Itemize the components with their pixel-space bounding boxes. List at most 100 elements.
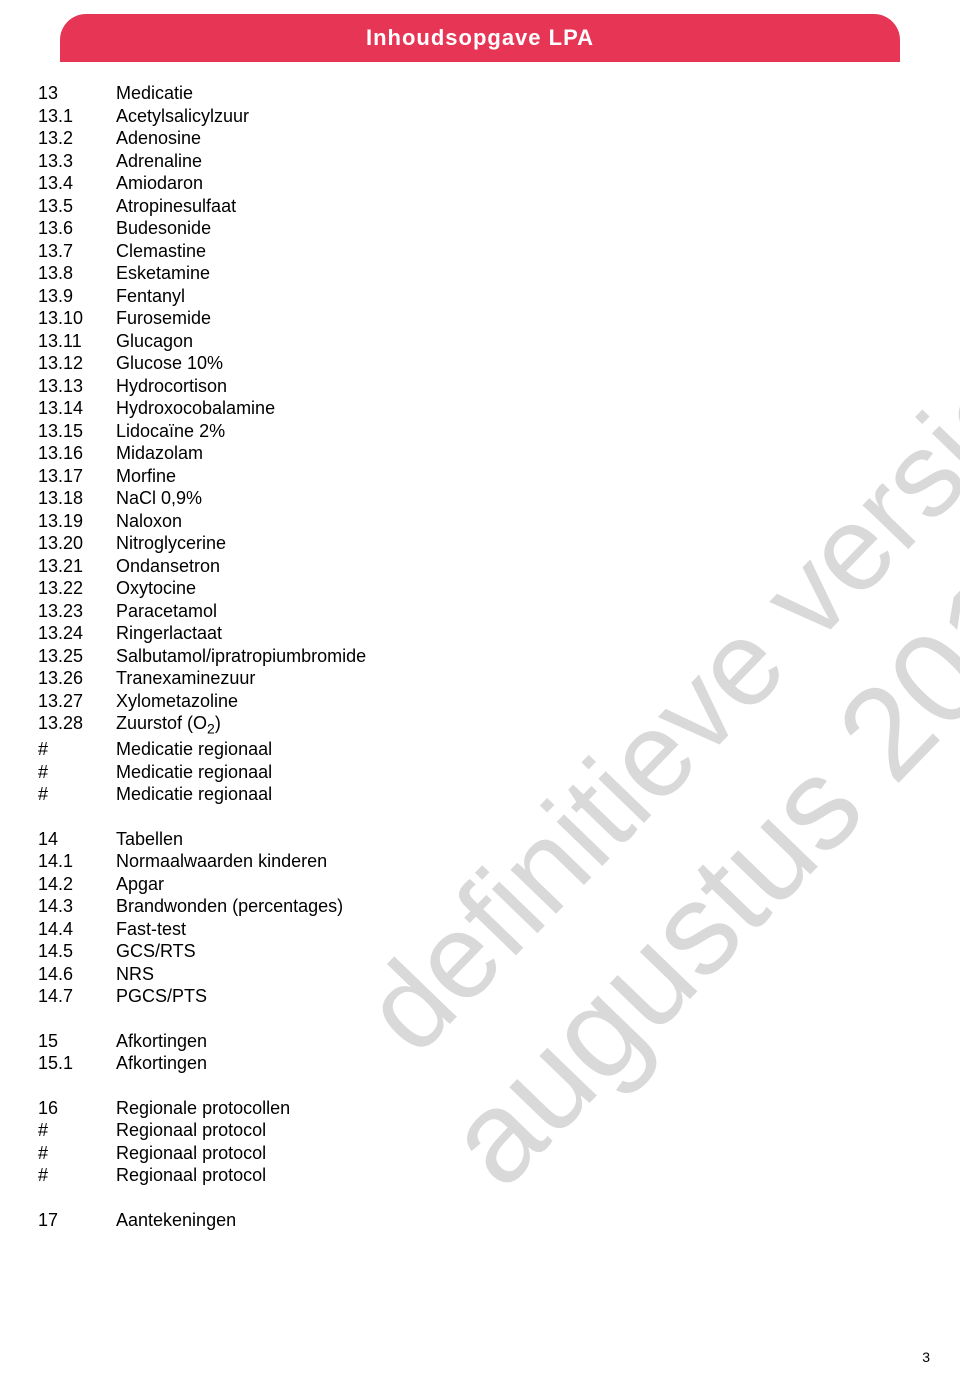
toc-label-subscript: 2 (207, 721, 215, 737)
toc-row: 16Regionale protocollen (38, 1097, 366, 1120)
toc-row: 15.1Afkortingen (38, 1052, 366, 1075)
toc-label: Hydrocortison (116, 376, 227, 396)
toc-label: Zuurstof (O (116, 713, 207, 733)
toc-label: Medicatie (116, 83, 193, 103)
toc-label: Glucose 10% (116, 353, 223, 373)
section-gap (38, 1075, 366, 1097)
toc-row: 13.12Glucose 10% (38, 352, 366, 375)
toc-row: #Medicatie regionaal (38, 738, 366, 761)
toc-row: #Medicatie regionaal (38, 783, 366, 806)
toc-number: # (38, 1164, 116, 1187)
toc-row: 13.26Tranexaminezuur (38, 667, 366, 690)
toc-number: 13.25 (38, 645, 116, 668)
toc-label: Adrenaline (116, 151, 202, 171)
toc-number: 14.6 (38, 963, 116, 986)
toc-row: 13.8Esketamine (38, 262, 366, 285)
toc-number: 13.6 (38, 217, 116, 240)
section-gap (38, 1187, 366, 1209)
toc-row: 13Medicatie (38, 82, 366, 105)
toc-row: 13.14Hydroxocobalamine (38, 397, 366, 420)
toc-number: 14.3 (38, 895, 116, 918)
toc-label: Fentanyl (116, 286, 185, 306)
toc-number: 13.13 (38, 375, 116, 398)
toc-row: #Regionaal protocol (38, 1119, 366, 1142)
toc-label: Nitroglycerine (116, 533, 226, 553)
toc-label: Medicatie regionaal (116, 762, 272, 782)
toc-row: 13.5Atropinesulfaat (38, 195, 366, 218)
toc-label: Regionaal protocol (116, 1120, 266, 1140)
toc-number: 13.9 (38, 285, 116, 308)
toc-label: Tabellen (116, 829, 183, 849)
toc-row: #Regionaal protocol (38, 1142, 366, 1165)
toc-row: 14.7PGCS/PTS (38, 985, 366, 1008)
toc-row: 13.22Oxytocine (38, 577, 366, 600)
toc-label: Medicatie regionaal (116, 739, 272, 759)
toc-label: Hydroxocobalamine (116, 398, 275, 418)
toc-label: Regionaal protocol (116, 1165, 266, 1185)
toc-label: Ringerlactaat (116, 623, 222, 643)
toc-row: 13.3Adrenaline (38, 150, 366, 173)
toc-number: 14.4 (38, 918, 116, 941)
toc-number: 13.27 (38, 690, 116, 713)
toc-row: 13.9Fentanyl (38, 285, 366, 308)
toc-label: Oxytocine (116, 578, 196, 598)
toc-label: Paracetamol (116, 601, 217, 621)
toc-row: 13.1Acetylsalicylzuur (38, 105, 366, 128)
toc-label: Midazolam (116, 443, 203, 463)
toc-row: 13.16Midazolam (38, 442, 366, 465)
toc-number: # (38, 738, 116, 761)
toc-number: 13.16 (38, 442, 116, 465)
toc-number: 13.26 (38, 667, 116, 690)
toc-number: 14.1 (38, 850, 116, 873)
toc-label: Lidocaïne 2% (116, 421, 225, 441)
toc-label: Brandwonden (percentages) (116, 896, 343, 916)
toc-label: Esketamine (116, 263, 210, 283)
toc-label: Regionaal protocol (116, 1143, 266, 1163)
toc-row: 13.2Adenosine (38, 127, 366, 150)
toc-number: 13.28 (38, 712, 116, 735)
toc-number: 13.3 (38, 150, 116, 173)
toc-label: Aantekeningen (116, 1210, 236, 1230)
toc-row: 14Tabellen (38, 828, 366, 851)
toc-label: Salbutamol/ipratropiumbromide (116, 646, 366, 666)
toc-label: NaCl 0,9% (116, 488, 202, 508)
toc-label: Glucagon (116, 331, 193, 351)
toc-row: 13.21Ondansetron (38, 555, 366, 578)
toc-label: Budesonide (116, 218, 211, 238)
toc-number: 13.1 (38, 105, 116, 128)
toc-number: 14.2 (38, 873, 116, 896)
toc-number: 15 (38, 1030, 116, 1053)
toc-row: 13.4Amiodaron (38, 172, 366, 195)
toc-number: 13.15 (38, 420, 116, 443)
toc-label: Amiodaron (116, 173, 203, 193)
toc-label: Apgar (116, 874, 164, 894)
section-gap (38, 1008, 366, 1030)
toc-row: 13.23Paracetamol (38, 600, 366, 623)
toc-number: 13.24 (38, 622, 116, 645)
toc-number: 13.7 (38, 240, 116, 263)
toc-row: 14.1Normaalwaarden kinderen (38, 850, 366, 873)
toc-label: Afkortingen (116, 1031, 207, 1051)
toc-label: Adenosine (116, 128, 201, 148)
toc-row: 13.13Hydrocortison (38, 375, 366, 398)
toc-row: 13.11Glucagon (38, 330, 366, 353)
toc-number: 13.19 (38, 510, 116, 533)
toc-row: 13.6Budesonide (38, 217, 366, 240)
toc-number: 13.4 (38, 172, 116, 195)
toc-number: 15.1 (38, 1052, 116, 1075)
toc-number: 13.10 (38, 307, 116, 330)
toc-row: 15Afkortingen (38, 1030, 366, 1053)
toc-content: 13Medicatie13.1Acetylsalicylzuur13.2Aden… (38, 82, 366, 1231)
toc-row: 14.3Brandwonden (percentages) (38, 895, 366, 918)
toc-row: #Regionaal protocol (38, 1164, 366, 1187)
toc-number: 14.7 (38, 985, 116, 1008)
section-gap (38, 806, 366, 828)
toc-row: 13.24Ringerlactaat (38, 622, 366, 645)
page-number: 3 (922, 1349, 930, 1365)
toc-row: #Medicatie regionaal (38, 761, 366, 784)
toc-number: # (38, 783, 116, 806)
toc-label: Xylometazoline (116, 691, 238, 711)
page-title: Inhoudsopgave LPA (366, 25, 594, 51)
toc-number: 13.21 (38, 555, 116, 578)
toc-row: 13.10Furosemide (38, 307, 366, 330)
